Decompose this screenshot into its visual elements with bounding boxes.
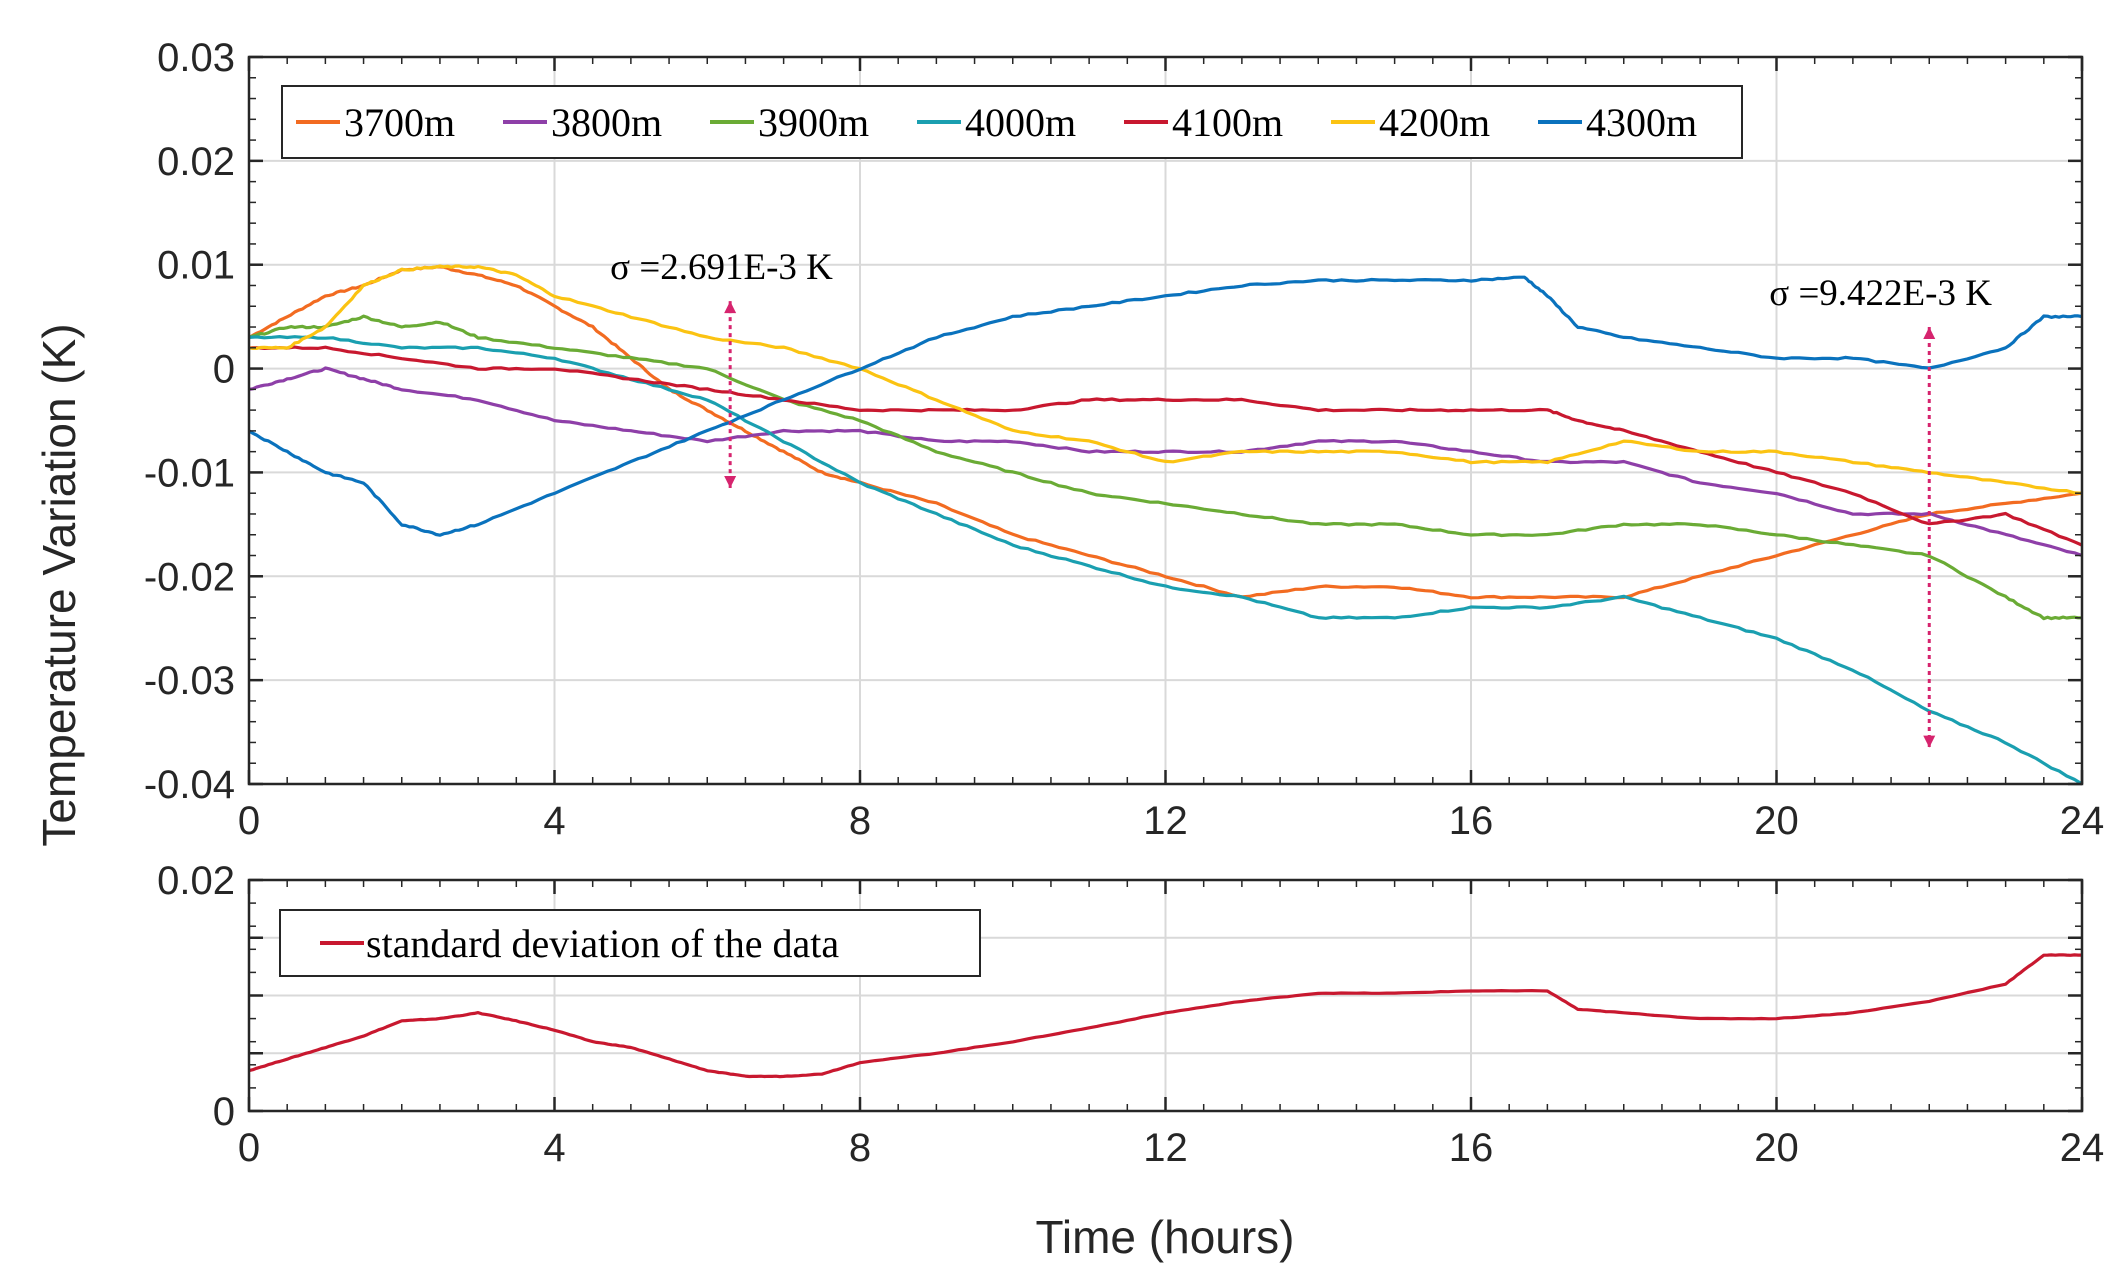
legend-label-4100m: 4100m [1172, 100, 1283, 145]
x-tick-label: 0 [238, 799, 260, 843]
legend-label-3700m: 3700m [344, 100, 455, 145]
sigma-label: σ =9.422E-3 K [1769, 273, 1992, 314]
y-tick-label: -0.03 [144, 659, 235, 703]
series-line-4300m [248, 275, 2083, 537]
y-tick-label: 0 [213, 1090, 235, 1134]
series-line-4000m [248, 335, 2083, 786]
legend-label-4000m: 4000m [965, 100, 1076, 145]
sigma-arrow-down [724, 476, 737, 489]
bottom-legend-box [279, 909, 981, 977]
x-tick-label: 4 [543, 799, 565, 843]
top-annotations: σ =2.691E-3 K σ =9.422E-3 K [610, 247, 1992, 748]
top-series-group [248, 264, 2083, 786]
sigma-label: σ =2.691E-3 K [610, 247, 833, 288]
x-axis-title: Time (hours) [1036, 1211, 1295, 1263]
bottom-legend: standard deviation of the data [279, 909, 981, 977]
x-tick-label: 20 [1754, 799, 1799, 843]
x-tick-label: 4 [543, 1126, 565, 1170]
series-line-3800m [248, 366, 2083, 558]
series-line-standard-deviation-of-the-data [248, 953, 2082, 1079]
bottom-panel: 0 4 8 12 16 20 24 0 0.02 standard deviation of t… [157, 859, 2104, 1170]
y-tick-label: -0.02 [144, 555, 235, 599]
sigma-arrow-up [724, 301, 737, 314]
x-tick-label: 20 [1754, 1126, 1799, 1170]
bottom-ticks: 0 4 8 12 16 20 24 0 0.02 [157, 859, 2104, 1170]
x-tick-label: 0 [238, 1126, 260, 1170]
sigma-arrow-down [1923, 735, 1936, 748]
legend-label-3900m: 3900m [758, 100, 869, 145]
series-line-4200m [248, 264, 2083, 495]
legend-label-4200m: 4200m [1379, 100, 1490, 145]
sigma-arrow-up [1923, 327, 1936, 340]
y-axis-title: Temperature Variation (K) [33, 323, 85, 846]
top-panel: σ =2.691E-3 K σ =9.422E-3 K 0 4 8 12 16 20 24 -0… [144, 36, 2104, 843]
y-tick-label: -0.04 [144, 763, 235, 807]
bottom-series-group [248, 953, 2082, 1079]
y-tick-label: 0.01 [157, 244, 235, 288]
y-tick-label: -0.01 [144, 451, 235, 495]
top-ticks: 0 4 8 12 16 20 24 -0.04 -0.03 -0.02 -0.01 0 0.01 0.02… [144, 36, 2104, 843]
x-tick-label: 8 [849, 1126, 871, 1170]
x-tick-label: 12 [1143, 1126, 1188, 1170]
x-tick-label: 8 [849, 799, 871, 843]
x-tick-label: 12 [1143, 799, 1188, 843]
legend-label-4300m: 4300m [1586, 100, 1697, 145]
y-tick-label: 0.02 [157, 140, 235, 184]
y-tick-label: 0.03 [157, 36, 235, 80]
x-tick-label: 24 [2060, 799, 2105, 843]
series-line-4100m [248, 345, 2083, 547]
y-tick-label: 0 [213, 348, 235, 392]
top-legend: 3700m 3800m 3900m 4000m 4100m 4200m 4300m [281, 85, 1743, 159]
y-tick-label: 0.02 [157, 859, 235, 903]
x-tick-label: 24 [2060, 1126, 2105, 1170]
legend-label-3800m: 3800m [551, 100, 662, 145]
x-tick-label: 16 [1449, 799, 1494, 843]
x-tick-label: 16 [1449, 1126, 1494, 1170]
series-line-3900m [248, 314, 2082, 621]
legend-label-std: standard deviation of the data [366, 921, 839, 966]
